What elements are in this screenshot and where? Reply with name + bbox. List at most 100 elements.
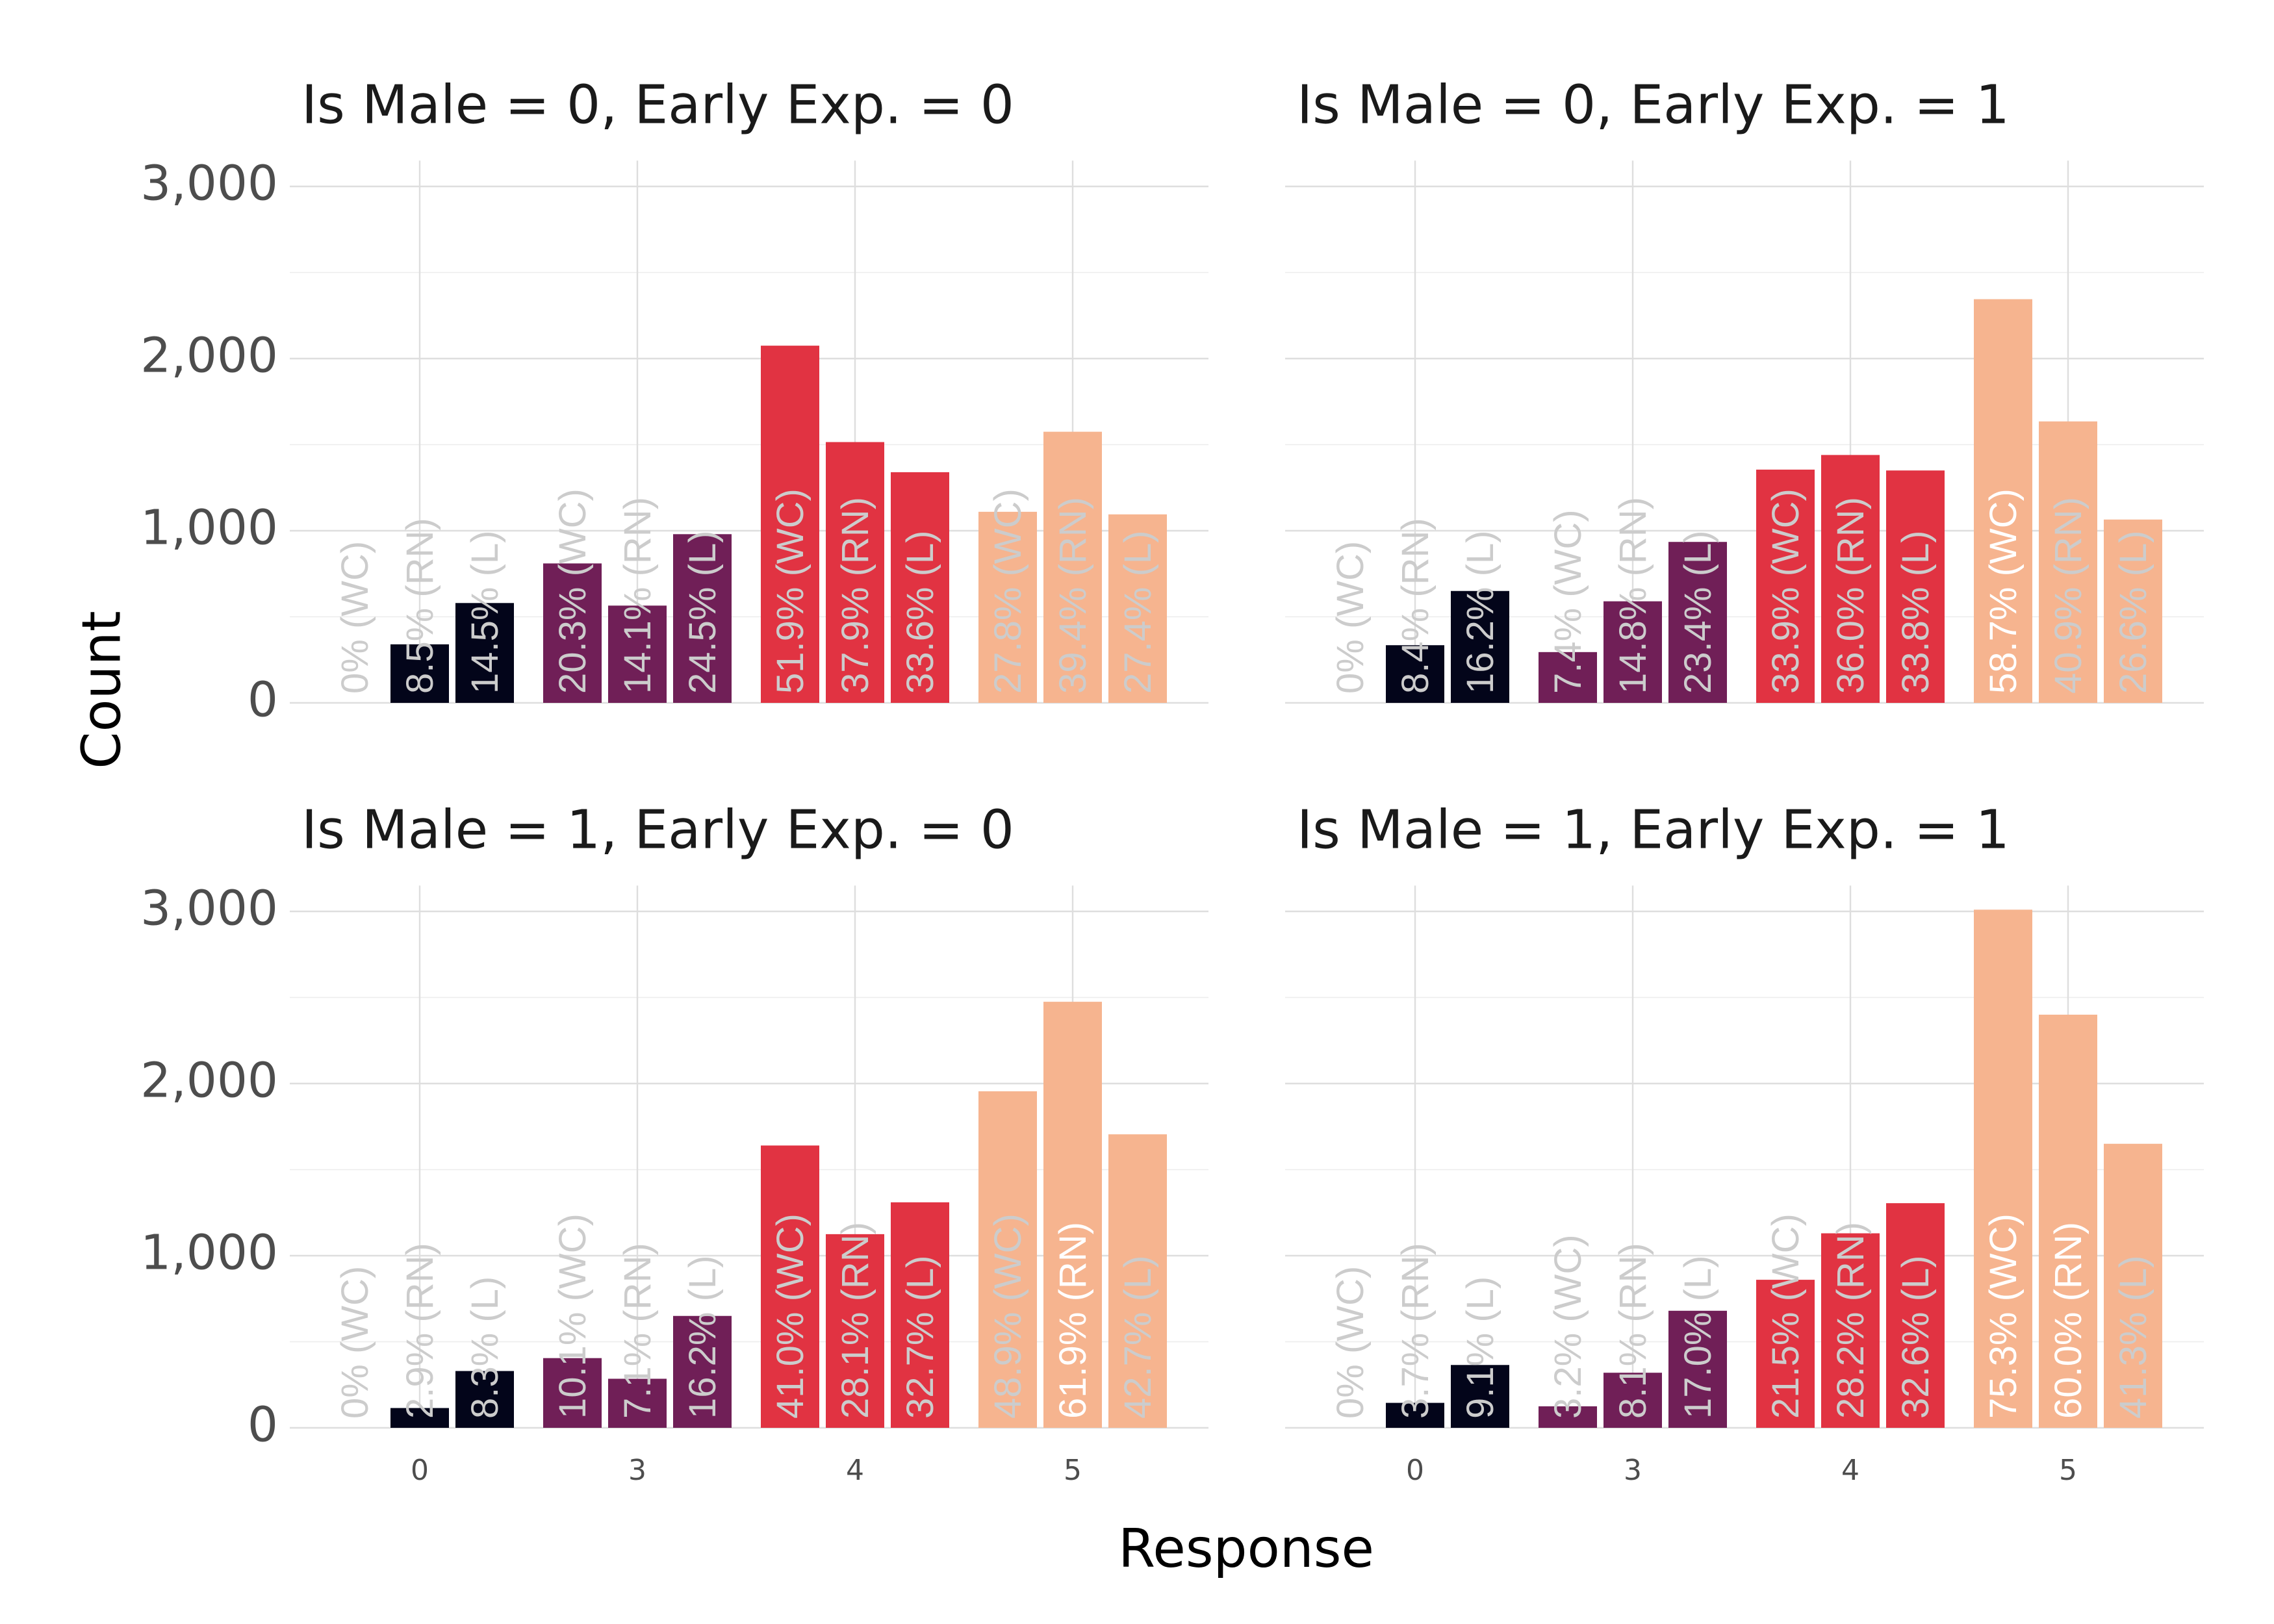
bar-label: 10.1% (WC) (552, 1213, 594, 1419)
bar (543, 563, 602, 703)
y-tick-label: 1,000 (140, 500, 278, 556)
bar (1886, 1203, 1945, 1428)
bar (1108, 1134, 1167, 1428)
bar (1451, 1365, 1509, 1428)
bar-label: 21.5% (WC) (1765, 1213, 1807, 1419)
bar (1668, 1310, 1727, 1428)
panel-4: Is Male = 1, Early Exp. = 1 0 3 4 5 0% (WC) 3.… (1285, 799, 2204, 1487)
panel-2: Is Male = 0, Early Exp. = 1 0% (WC) 8.4% (… (1285, 74, 2204, 704)
bar (978, 1091, 1037, 1428)
panel-title: Is Male = 1, Early Exp. = 0 (301, 799, 1014, 861)
bar (1451, 590, 1509, 703)
y-tick-label: 0 (248, 1397, 278, 1453)
bar (1386, 645, 1444, 703)
bar (673, 534, 732, 703)
bar (2104, 1143, 2162, 1428)
bar-label: 0% (WC) (1329, 1266, 1372, 1419)
bar (2039, 421, 2097, 703)
bar-label: 28.2% (RN) (1830, 1222, 1872, 1419)
x-tick-label: 4 (846, 1454, 864, 1487)
bar (1539, 652, 1597, 703)
bar-label: 36.0% (RN) (1830, 497, 1872, 694)
bar-label: 3.2% (WC) (1547, 1234, 1589, 1419)
bar-label: 2.9% (RN) (399, 1243, 441, 1419)
bar (1043, 1002, 1102, 1428)
bar-label: 37.9% (RN) (834, 497, 876, 694)
bar (455, 1371, 514, 1428)
bar-label: 42.7% (L) (1117, 1256, 1159, 1419)
bar (1886, 470, 1945, 703)
bar (1603, 601, 1662, 703)
bar-label: 14.1% (RN) (617, 497, 659, 694)
bar-label: 23.4% (L) (1677, 531, 1719, 694)
bar (543, 1358, 602, 1428)
bar-label: 58.7% (WC) (1982, 488, 2025, 694)
bar (1386, 1402, 1444, 1428)
bar (761, 346, 819, 703)
bar (455, 603, 514, 703)
bar-label: 41.0% (WC) (769, 1213, 811, 1419)
bar (1108, 514, 1167, 703)
bar (1043, 431, 1102, 703)
bar-label: 14.8% (RN) (1612, 497, 1654, 694)
bar-label: 41.3% (L) (2112, 1256, 2154, 1419)
bar-label: 16.2% (L) (1459, 531, 1501, 694)
bar-label: 61.9% (RN) (1052, 1222, 1094, 1419)
bar (1821, 1233, 1880, 1428)
bar (1756, 469, 1815, 703)
bar-label: 24.5% (L) (682, 531, 724, 694)
x-axis-title: Response (1118, 1518, 1374, 1580)
bar-label: 33.8% (L) (1895, 531, 1937, 694)
bar (390, 644, 449, 703)
y-tick-label: 2,000 (140, 1053, 278, 1109)
y-tick-label: 2,000 (140, 328, 278, 384)
bar (1821, 455, 1880, 703)
y-tick-label: 3,000 (140, 156, 278, 212)
bar (891, 1202, 949, 1428)
bar-label: 40.9% (RN) (2047, 497, 2089, 694)
bar (978, 511, 1037, 703)
bar-label: 32.7% (L) (899, 1256, 941, 1419)
bar (2039, 1015, 2097, 1428)
x-tick-label: 3 (1624, 1454, 1642, 1487)
bar-label: 27.8% (WC) (987, 488, 1029, 694)
bar-label: 75.3% (WC) (1982, 1213, 2025, 1419)
bar-label: 33.9% (WC) (1765, 488, 1807, 694)
bar-label: 0% (WC) (1329, 541, 1372, 694)
bar-label: 8.1% (RN) (1612, 1243, 1654, 1419)
bar-label: 7.4% (WC) (1547, 509, 1589, 694)
bar-label: 33.6% (L) (899, 531, 941, 694)
bar (1756, 1280, 1815, 1428)
bar-label: 9.1% (L) (1459, 1276, 1501, 1419)
bar-label: 27.4% (L) (1117, 531, 1159, 694)
bar-label: 17.0% (L) (1677, 1256, 1719, 1419)
bar-label: 0% (WC) (334, 1266, 376, 1419)
y-tick-label: 0 (248, 672, 278, 728)
bar-label: 60.0% (RN) (2047, 1222, 2089, 1419)
bar-label: 8.5% (RN) (399, 518, 441, 694)
bar-label: 14.5% (L) (464, 531, 506, 694)
bar (761, 1145, 819, 1428)
y-tick-label: 1,000 (140, 1225, 278, 1281)
bar (1603, 1373, 1662, 1428)
x-tick-label: 4 (1841, 1454, 1859, 1487)
bar (1539, 1406, 1597, 1428)
bar (608, 1378, 667, 1428)
bar-label: 8.4% (RN) (1394, 518, 1437, 694)
bar (826, 442, 884, 703)
bar-label: 48.9% (WC) (987, 1213, 1029, 1419)
bar-label: 0% (WC) (334, 541, 376, 694)
x-tick-label: 5 (2059, 1454, 2077, 1487)
y-axis-title: Count (71, 611, 133, 769)
x-tick-label: 5 (1064, 1454, 1082, 1487)
bar (608, 605, 667, 703)
bar-label: 3.7% (RN) (1394, 1243, 1437, 1419)
x-tick-label: 0 (1406, 1454, 1424, 1487)
bar-label: 8.3% (L) (464, 1276, 506, 1419)
bar (826, 1234, 884, 1428)
bar (1974, 909, 2032, 1428)
y-tick-label: 3,000 (140, 881, 278, 937)
bar-label: 7.1% (RN) (617, 1243, 659, 1419)
panel-title: Is Male = 0, Early Exp. = 0 (301, 74, 1014, 136)
